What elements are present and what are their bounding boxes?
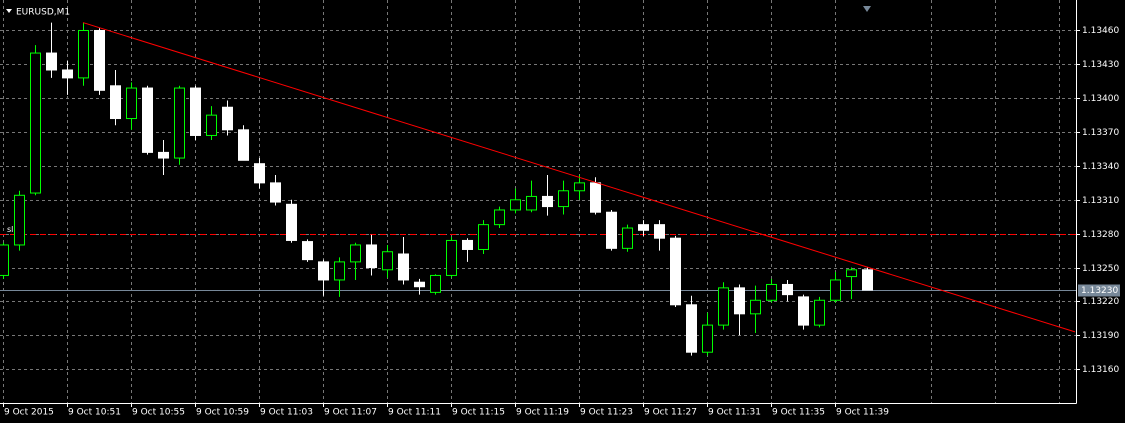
- candle-body: [798, 296, 809, 326]
- trendline: [82, 22, 1076, 333]
- candle-body: [430, 274, 441, 293]
- candle-body: [382, 251, 393, 271]
- candle-body: [542, 195, 553, 208]
- candle-body: [62, 69, 73, 79]
- y-tick-label: 1.13430: [1082, 60, 1119, 70]
- candle-body: [558, 190, 569, 208]
- candle-body: [174, 87, 185, 159]
- y-tick-label: 1.13160: [1082, 365, 1119, 375]
- candle-body: [670, 237, 681, 306]
- candle-body: [862, 269, 873, 291]
- x-tick-label: 9 Oct 11:27: [644, 408, 697, 418]
- candle-body: [206, 114, 217, 136]
- x-tick-label: 9 Oct 11:07: [324, 408, 377, 418]
- bid-box: [1078, 284, 1120, 297]
- candle-body: [142, 87, 153, 153]
- candle-body: [574, 182, 585, 192]
- candle-body: [398, 253, 409, 281]
- candle-body: [414, 281, 425, 288]
- marks: [0, 22, 1076, 356]
- candle-body: [814, 299, 825, 326]
- candle-body: [606, 211, 617, 249]
- candle-body: [846, 269, 857, 278]
- candle-body: [590, 182, 601, 213]
- y-tick-label: 1.13220: [1082, 297, 1119, 307]
- candle-body: [526, 195, 537, 211]
- x-tick-label: 9 Oct 10:59: [196, 408, 249, 418]
- stop-level-label: sl: [7, 225, 13, 234]
- candle-body: [702, 324, 713, 353]
- candle-body: [686, 304, 697, 353]
- candle-body: [782, 283, 793, 296]
- candle-body: [46, 52, 57, 71]
- candle-body: [718, 287, 729, 326]
- candle-body: [286, 203, 297, 241]
- candle-body: [78, 29, 89, 79]
- candle-body: [270, 182, 281, 203]
- candle-body: [366, 244, 377, 269]
- candle-body: [14, 194, 25, 246]
- candle-body: [462, 239, 473, 250]
- bid-label: 1.13230: [1081, 286, 1118, 296]
- candle-body: [94, 29, 105, 91]
- x-tick-label: 9 Oct 11:23: [580, 408, 633, 418]
- candle-body: [750, 299, 761, 315]
- x-tick-label: 9 Oct 11:39: [836, 408, 889, 418]
- candle-body: [30, 52, 41, 194]
- grid: [0, 0, 1076, 403]
- x-tick-label: 9 Oct 11:03: [260, 408, 313, 418]
- x-tick-label: 9 Oct 10:51: [68, 408, 121, 418]
- chart-title: EURUSD,M1: [16, 8, 70, 18]
- menu-arrow[interactable]: [6, 9, 12, 13]
- y-tick-label: 1.13190: [1082, 331, 1119, 341]
- candle-body: [766, 283, 777, 301]
- y-tick-label: 1.13280: [1082, 230, 1119, 240]
- candle-body: [222, 106, 233, 131]
- candle-body: [254, 163, 265, 184]
- candle-body: [302, 241, 313, 261]
- candle-body: [494, 209, 505, 226]
- candle-body: [0, 244, 9, 276]
- candle-body: [478, 224, 489, 250]
- x-tick-label: 9 Oct 11:15: [452, 408, 505, 418]
- x-tick-label: 9 Oct 11:11: [388, 408, 441, 418]
- candle-body: [334, 261, 345, 281]
- y-tick-label: 1.13460: [1082, 26, 1119, 36]
- candle-body: [190, 87, 201, 136]
- candle-body: [446, 239, 457, 276]
- candle-body: [830, 279, 841, 301]
- candle-body: [126, 87, 137, 120]
- y-tick-label: 1.13310: [1082, 196, 1119, 206]
- x-tick-label: 9 Oct 10:55: [132, 408, 185, 418]
- candle-body: [350, 244, 361, 263]
- y-tick-label: 1.13400: [1082, 94, 1119, 104]
- y-tick-label: 1.13250: [1082, 264, 1119, 274]
- candle-body: [734, 287, 745, 315]
- x-tick-label: 9 Oct 2015: [4, 408, 54, 418]
- x-tick-label: 9 Oct 11:19: [516, 408, 569, 418]
- candle-body: [238, 129, 249, 161]
- x-tick-label: 9 Oct 11:35: [772, 408, 825, 418]
- candle-body: [654, 224, 665, 239]
- y-tick-label: 1.13370: [1082, 128, 1119, 138]
- candle-body: [510, 199, 521, 211]
- candle-body: [622, 227, 633, 249]
- candle-body: [318, 261, 329, 281]
- x-tick-label: 9 Oct 11:31: [708, 408, 761, 418]
- candle-body: [158, 151, 169, 159]
- y-tick-label: 1.13340: [1082, 162, 1119, 172]
- candle-body: [110, 85, 121, 120]
- shift-marker[interactable]: [863, 6, 871, 12]
- candle-body: [638, 224, 649, 231]
